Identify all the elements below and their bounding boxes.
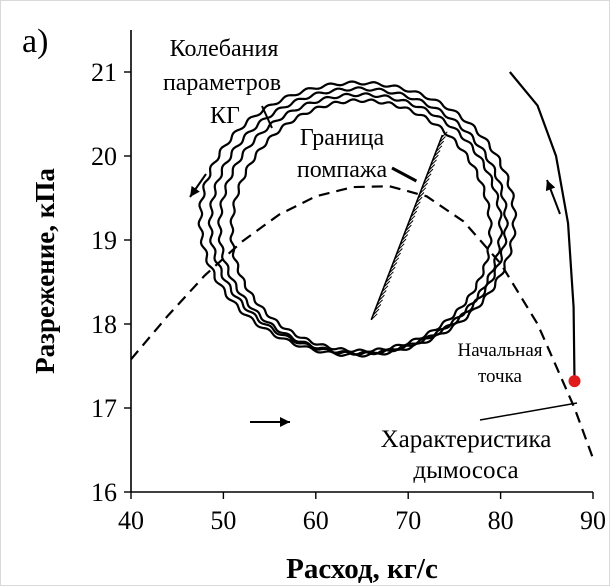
x-tick-label: 90 xyxy=(580,506,606,535)
x-tick-label: 50 xyxy=(210,506,236,535)
surge-hatch xyxy=(401,234,409,241)
x-tick-label: 60 xyxy=(303,506,329,535)
surge-hatch xyxy=(433,150,441,157)
surge-hatch xyxy=(415,196,423,204)
oscillations-label-line-3: КГ xyxy=(210,103,240,129)
arrow-right-head xyxy=(280,417,290,427)
surge-hatch xyxy=(421,182,428,190)
surge-hatch xyxy=(437,140,445,148)
arrow-down-left-head xyxy=(190,185,200,197)
x-axis-label: Расход, кг/с xyxy=(286,553,438,585)
y-tick-label: 16 xyxy=(91,478,117,507)
surge-hatch xyxy=(430,159,437,167)
y-tick-label: 18 xyxy=(91,310,117,339)
surge-hatch xyxy=(376,299,383,307)
surge-hatch xyxy=(379,290,387,297)
surge-hatch xyxy=(424,173,432,181)
surge-hatch xyxy=(381,285,389,293)
surge-hatch xyxy=(406,220,414,227)
surge-hatch xyxy=(396,248,403,255)
surge-hatch xyxy=(426,168,434,176)
y-tick-label: 19 xyxy=(91,226,117,255)
surge-hatch xyxy=(385,276,392,283)
surge-hatch xyxy=(374,304,382,311)
y-axis-label: Разрежение, кПа xyxy=(30,168,60,374)
fan-characteristic-line xyxy=(130,185,595,459)
arrow-up-head xyxy=(545,180,556,192)
surge-hatch xyxy=(414,201,421,209)
surge-hatch xyxy=(417,192,425,199)
surge-hatch xyxy=(383,280,391,288)
start-label-line-1: Начальная xyxy=(457,340,542,361)
surge-hatch xyxy=(390,262,398,269)
surge-hatch xyxy=(372,308,380,316)
surge-label-line-2: помпажа xyxy=(297,157,388,183)
surge-hatch xyxy=(397,243,405,251)
surge-hatch xyxy=(422,178,430,185)
fan-leader xyxy=(479,402,578,421)
start-point-marker xyxy=(568,375,581,388)
oscillation-leader xyxy=(261,105,273,129)
surge-hatch xyxy=(392,257,400,265)
surge-hatch xyxy=(435,145,443,153)
x-tick-label: 80 xyxy=(488,506,514,535)
surge-hatch xyxy=(439,136,446,143)
panel-label: а) xyxy=(22,23,48,60)
surge-leader xyxy=(391,166,418,183)
oscillation-loop-3 xyxy=(217,92,504,356)
fan-label-line-2: дымососа xyxy=(413,457,518,484)
x-tick-label: 40 xyxy=(118,506,144,535)
oscillations-label-line-2: параметров xyxy=(163,70,281,96)
surge-hatch xyxy=(399,238,407,246)
oscillation-loop-1 xyxy=(197,80,518,358)
surge-hatch xyxy=(440,131,448,139)
x-tick-label: 70 xyxy=(395,506,421,535)
fan-label-line-1: Характеристика xyxy=(381,426,552,453)
surge-hatch xyxy=(410,210,418,218)
surge-hatch xyxy=(403,229,410,237)
oscillation-tail xyxy=(508,71,576,383)
y-tick-label: 17 xyxy=(91,394,117,423)
surge-label-line-1: Граница xyxy=(300,125,385,151)
surge-hatch xyxy=(394,252,401,260)
surge-hatch xyxy=(387,271,394,279)
surge-hatch xyxy=(378,294,385,302)
surge-hatch xyxy=(405,224,412,232)
surge-hatch xyxy=(428,164,436,171)
surge-hatch xyxy=(419,187,427,195)
y-tick-label: 20 xyxy=(91,142,117,171)
oscillations-label-line-1: Колебания xyxy=(170,36,279,62)
surge-hatch xyxy=(408,215,416,223)
surge-hatch xyxy=(431,154,439,162)
start-label-line-2: точка xyxy=(478,366,523,387)
oscillation-loop-4 xyxy=(229,98,493,354)
surge-hatch xyxy=(412,206,419,213)
y-tick-label: 21 xyxy=(91,58,117,87)
oscillation-loop-2 xyxy=(207,86,509,356)
surge-hatch xyxy=(388,266,396,274)
surge-hatch xyxy=(370,313,378,321)
